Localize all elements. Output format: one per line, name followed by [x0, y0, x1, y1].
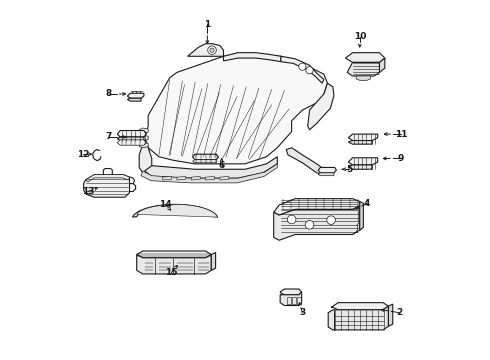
Polygon shape [220, 176, 229, 180]
Polygon shape [345, 53, 385, 62]
Polygon shape [139, 142, 148, 148]
Text: 10: 10 [354, 32, 366, 41]
Polygon shape [117, 140, 147, 145]
Text: 8: 8 [106, 89, 112, 98]
Polygon shape [348, 158, 378, 165]
Polygon shape [281, 56, 324, 83]
Text: 7: 7 [105, 132, 112, 141]
Text: 2: 2 [396, 308, 402, 317]
Polygon shape [117, 131, 147, 137]
Text: 9: 9 [398, 154, 404, 163]
Polygon shape [127, 98, 141, 101]
Polygon shape [133, 204, 218, 217]
Polygon shape [379, 58, 385, 72]
Polygon shape [137, 204, 218, 217]
Polygon shape [205, 176, 215, 180]
Polygon shape [389, 304, 393, 326]
Text: 5: 5 [346, 165, 352, 174]
Polygon shape [274, 199, 360, 215]
Polygon shape [163, 176, 172, 180]
Text: 6: 6 [219, 161, 225, 170]
Text: 4: 4 [364, 199, 370, 208]
Polygon shape [141, 164, 277, 183]
Polygon shape [328, 306, 389, 330]
Text: 13: 13 [82, 187, 94, 196]
Text: 15: 15 [165, 268, 178, 277]
Polygon shape [280, 292, 302, 306]
Polygon shape [117, 137, 144, 140]
Circle shape [299, 63, 306, 70]
Polygon shape [348, 165, 372, 169]
Polygon shape [308, 83, 334, 130]
Text: 3: 3 [299, 308, 305, 317]
Polygon shape [360, 202, 364, 230]
Polygon shape [145, 56, 327, 164]
Polygon shape [356, 76, 370, 80]
Polygon shape [191, 176, 200, 180]
Polygon shape [318, 173, 334, 176]
Polygon shape [318, 167, 337, 173]
Polygon shape [137, 255, 211, 274]
Polygon shape [188, 44, 223, 56]
Circle shape [305, 221, 314, 229]
Text: 12: 12 [76, 150, 89, 159]
Polygon shape [193, 159, 216, 163]
Polygon shape [348, 134, 378, 140]
Circle shape [208, 46, 216, 54]
Circle shape [306, 67, 313, 74]
Polygon shape [139, 135, 148, 140]
Polygon shape [127, 93, 144, 98]
Text: 1: 1 [204, 19, 211, 28]
Polygon shape [274, 206, 360, 240]
Circle shape [327, 216, 335, 225]
Polygon shape [348, 140, 372, 144]
Polygon shape [331, 303, 389, 310]
Polygon shape [139, 137, 152, 173]
Polygon shape [286, 148, 324, 175]
Polygon shape [223, 53, 281, 62]
Polygon shape [84, 175, 129, 197]
Polygon shape [145, 157, 277, 178]
Text: 11: 11 [395, 130, 407, 139]
Polygon shape [193, 154, 219, 159]
Circle shape [287, 215, 296, 224]
Polygon shape [137, 251, 211, 258]
Polygon shape [139, 128, 148, 134]
Polygon shape [85, 175, 129, 182]
Circle shape [210, 48, 214, 52]
Polygon shape [177, 176, 186, 180]
Polygon shape [347, 62, 379, 76]
Polygon shape [211, 252, 216, 270]
Text: 14: 14 [159, 200, 171, 209]
Polygon shape [280, 289, 302, 295]
